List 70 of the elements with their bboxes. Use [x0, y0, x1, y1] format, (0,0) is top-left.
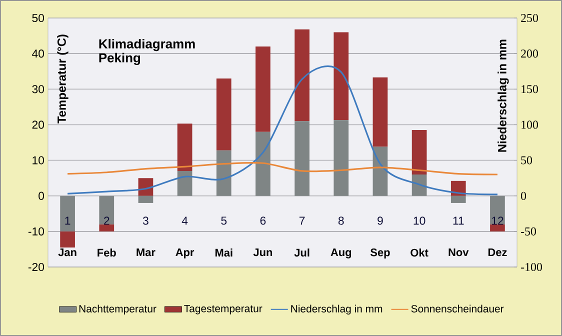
y-tick-label: 20	[32, 120, 44, 129]
bar	[334, 32, 349, 120]
y-tick-label: -10	[28, 227, 44, 236]
bar	[490, 196, 505, 224]
annotation: 6	[260, 216, 266, 225]
y-tick-label: 10	[32, 156, 44, 164]
bar	[256, 132, 270, 196]
bar	[412, 174, 427, 196]
bar	[138, 178, 154, 196]
annotation: 12	[492, 216, 504, 225]
y-tick-label: 50	[32, 14, 44, 22]
x-tick-label: Okt	[410, 248, 428, 257]
bar	[60, 196, 75, 232]
x-tick-label: Aug	[330, 248, 352, 258]
bar	[99, 224, 114, 232]
text: Klimadiagramm Peking	[99, 38, 195, 66]
annotation: 3	[142, 216, 148, 225]
x-tick-label: Mai	[215, 248, 232, 257]
annotation: 11	[453, 216, 464, 225]
bar	[372, 77, 388, 147]
y2-axis-title: Niederschlag in mm	[498, 40, 509, 152]
y-axis-title: Temperatur (°C)	[57, 34, 68, 124]
bar	[99, 196, 114, 224]
annotation: 9	[378, 216, 383, 225]
annotation: 2	[104, 216, 110, 225]
y2-tick-label: 150	[522, 85, 538, 94]
legend-label: Nachttemperatur	[79, 304, 156, 315]
bar	[216, 150, 232, 196]
x-tick-label: Mar	[136, 248, 156, 256]
x-tick-label: Jul	[294, 248, 310, 257]
legend-label: Sonnenscheindauer	[411, 304, 504, 312]
annotation: 5	[221, 216, 227, 225]
annotation: 4	[182, 216, 188, 225]
bar	[490, 224, 505, 232]
y2-tick-label: -50	[520, 227, 536, 236]
y-tick-label: 30	[32, 85, 44, 94]
bar	[294, 121, 310, 196]
annotation: 10	[414, 216, 426, 225]
x-tick-label: Jan	[58, 248, 76, 256]
y2-tick-label: 50	[521, 156, 532, 164]
annotation: 7	[299, 216, 305, 225]
bar	[450, 196, 466, 203]
bar	[294, 29, 310, 122]
bar	[177, 170, 192, 196]
annotation: 1	[65, 216, 70, 225]
bar	[177, 124, 192, 171]
bar	[256, 46, 270, 132]
bar	[60, 231, 75, 248]
annotation: 8	[338, 216, 344, 225]
x-tick-label: Sep	[370, 248, 390, 258]
bar	[216, 78, 232, 150]
x-tick-label: Jun	[253, 248, 272, 256]
line-series	[66, 162, 498, 176]
bar	[138, 196, 154, 203]
y-tick-label: 40	[32, 50, 44, 58]
y2-tick-label: 250	[521, 14, 538, 22]
y2-tick-label: -100	[520, 262, 542, 272]
bar	[412, 130, 427, 175]
y-tick-label: 0	[38, 192, 44, 200]
legend-label: Niederschlag in mm	[291, 304, 382, 315]
y2-tick-label: 100	[522, 120, 538, 129]
y2-tick-label: 0	[520, 192, 526, 200]
y-tick-label: -20	[28, 262, 44, 272]
bar	[334, 120, 349, 196]
x-tick-label: Nov	[448, 248, 469, 256]
x-tick-label: Feb	[98, 248, 116, 257]
x-tick-label: Apr	[176, 248, 194, 258]
y2-tick-label: 200	[521, 50, 538, 58]
x-tick-label: Dez	[488, 248, 507, 256]
legend-label: Tagestemperatur	[184, 304, 262, 314]
